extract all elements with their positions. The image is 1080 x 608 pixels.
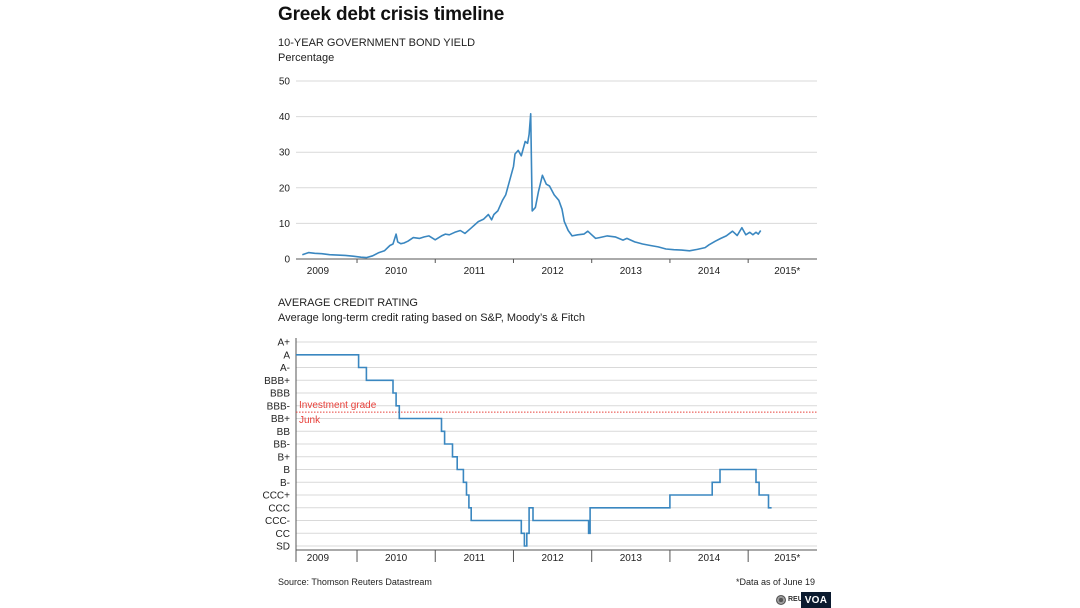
rating-x-tick-label: 2013 xyxy=(620,553,643,564)
reuters-logo: REUT xyxy=(776,593,807,606)
rating-tick-label: B xyxy=(283,465,290,476)
x-tick-label: 2010 xyxy=(385,266,408,277)
rating-tick-label: CCC- xyxy=(265,516,290,527)
reuters-logo-icon xyxy=(776,594,786,605)
rating-x-tick-label: 2012 xyxy=(541,553,564,564)
rating-tick-label: CCC xyxy=(268,503,290,514)
rating-chart-subtitle: Average long-term credit rating based on… xyxy=(278,312,585,324)
yield-chart-subtitle: Percentage xyxy=(278,52,335,64)
rating-x-tick-label: 2015* xyxy=(774,553,800,564)
footnote: *Data as of June 19 xyxy=(736,577,816,587)
y-tick-label: 30 xyxy=(279,148,291,159)
rating-tick-label: BB- xyxy=(273,440,290,451)
investment-grade-label: Investment grade xyxy=(299,400,377,411)
x-tick-label: 2012 xyxy=(541,266,564,277)
rating-x-tick-label: 2014 xyxy=(698,553,721,564)
rating-x-tick-label: 2010 xyxy=(385,553,408,564)
rating-chart: A+AA-BBB+BBBBBB-BB+BBBB-B+BB-CCC+CCCCCC-… xyxy=(262,338,817,564)
rating-tick-label: CCC+ xyxy=(262,491,290,502)
yield-chart: 0 10 20 30 40 50 2009 2010 2011 2012 2013 2014 2015* xyxy=(279,77,817,277)
rating-tick-label: A xyxy=(283,350,290,361)
rating-tick-label: BBB+ xyxy=(264,376,290,387)
rating-tick-label: B+ xyxy=(277,452,290,463)
y-tick-label: 50 xyxy=(279,77,291,88)
rating-tick-label: CC xyxy=(276,529,290,540)
rating-tick-label: A+ xyxy=(277,338,290,349)
source-note: Source: Thomson Reuters Datastream xyxy=(278,577,432,587)
rating-tick-label: BBB xyxy=(270,389,290,400)
x-tick-label: 2015* xyxy=(774,266,800,277)
rating-x-tick-label: 2011 xyxy=(464,553,486,564)
rating-tick-label: BB+ xyxy=(271,414,290,425)
rating-x-tick-label: 2009 xyxy=(307,553,330,564)
rating-tick-label: BBB- xyxy=(267,401,290,412)
x-tick-label: 2009 xyxy=(307,266,330,277)
rating-tick-label: SD xyxy=(276,542,290,553)
y-tick-label: 0 xyxy=(284,255,290,266)
y-tick-label: 20 xyxy=(279,183,291,194)
x-tick-label: 2014 xyxy=(698,266,721,277)
rating-chart-title: AVERAGE CREDIT RATING xyxy=(278,297,418,309)
rating-tick-label: B- xyxy=(280,478,290,489)
y-tick-label: 10 xyxy=(279,219,291,230)
rating-series-line xyxy=(296,354,772,547)
junk-label: Junk xyxy=(299,415,321,426)
chart-page-title: Greek debt crisis timeline xyxy=(278,4,505,25)
reuters-logo-text: REUT xyxy=(788,596,808,603)
voa-logo: VOA xyxy=(801,592,831,608)
yield-series-line xyxy=(302,113,762,259)
x-tick-label: 2013 xyxy=(620,266,643,277)
rating-tick-label: A- xyxy=(280,363,290,374)
rating-tick-label: BB xyxy=(277,427,291,438)
x-tick-label: 2011 xyxy=(464,266,486,277)
yield-chart-title: 10-YEAR GOVERNMENT BOND YIELD xyxy=(278,37,476,49)
y-tick-label: 40 xyxy=(279,112,291,123)
